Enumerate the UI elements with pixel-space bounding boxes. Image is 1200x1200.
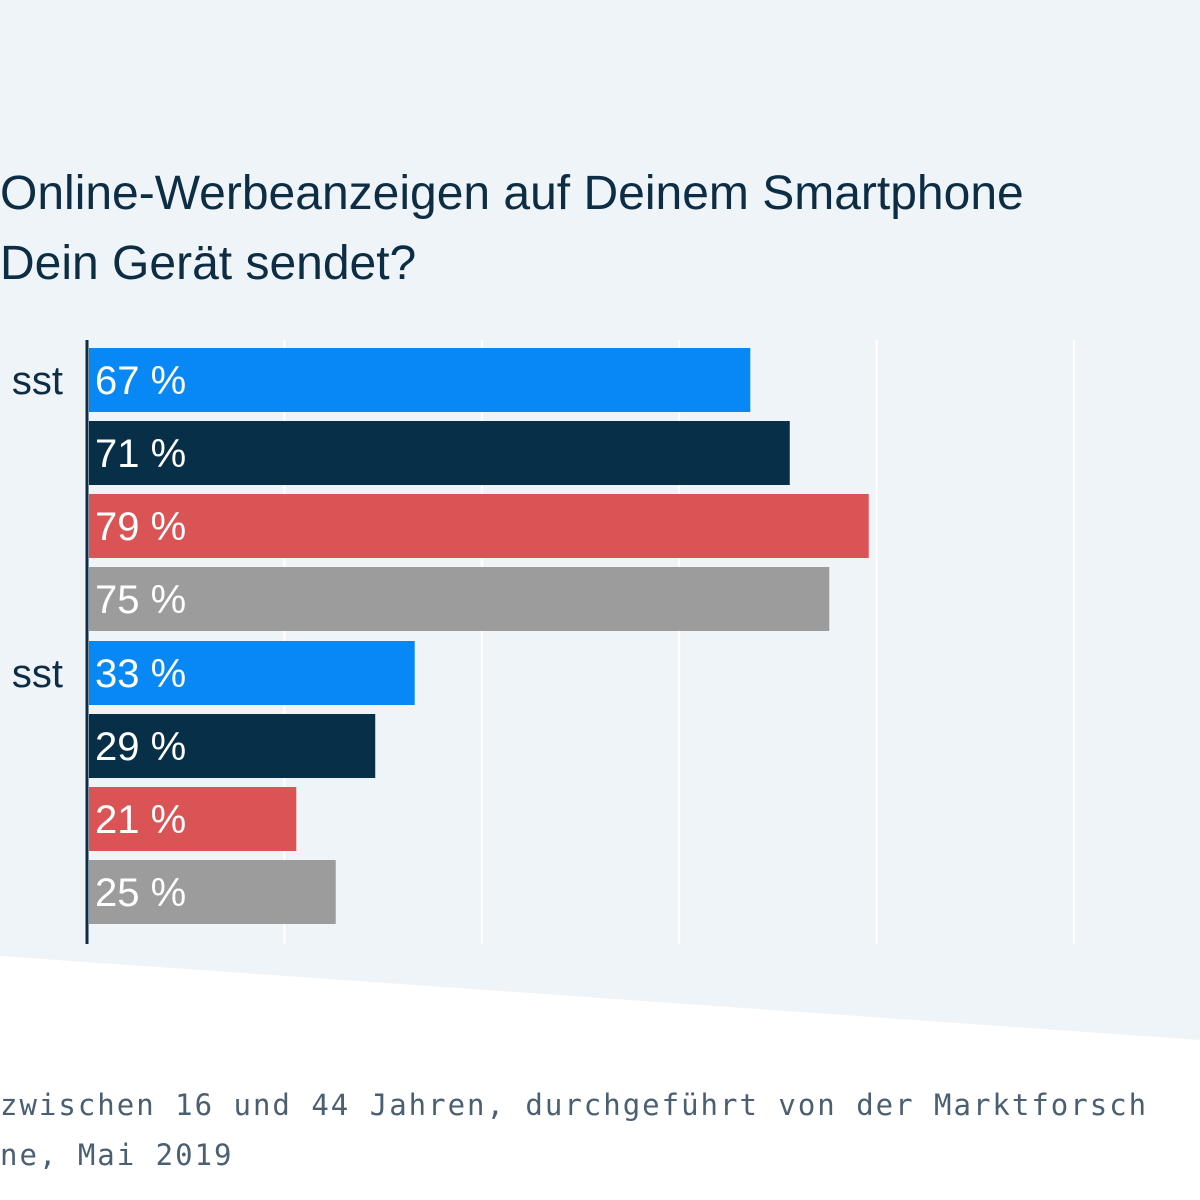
data-label: 75 %	[95, 578, 186, 622]
data-label: 25 %	[95, 871, 186, 915]
data-label: 79 %	[95, 505, 186, 549]
bar	[89, 860, 336, 924]
category-label: sst	[12, 652, 63, 696]
bar	[89, 567, 830, 631]
bars-layer	[89, 348, 869, 924]
bar	[89, 641, 415, 705]
chart-title-line-1: Online-Werbeanzeigen auf Deinem Smartpho…	[0, 167, 1024, 220]
data-label: 67 %	[95, 359, 186, 403]
category-label: sst	[12, 359, 63, 403]
bar	[89, 714, 376, 778]
bar	[89, 494, 869, 558]
bar-chart: 67 % 71 % 79 % 75 % sst 33 % 29 % 21 % 25 % sst	[11, 340, 869, 944]
labels-layer: 67 % 71 % 79 % 75 % sst 33 % 29 % 21 % 25 % sst	[12, 359, 186, 915]
bar	[89, 787, 297, 851]
source-note-line-2: ne, Mai 2019	[0, 1138, 234, 1172]
data-label: 33 %	[95, 652, 186, 696]
chart-title-line-2: Dein Gerät sendet?	[0, 237, 417, 290]
bar	[89, 348, 751, 412]
data-label: 71 %	[95, 432, 186, 476]
data-label: 29 %	[95, 725, 186, 769]
bar	[89, 421, 790, 485]
data-label: 21 %	[95, 798, 186, 842]
source-note-line-1: zwischen 16 und 44 Jahren, durchgeführt …	[0, 1088, 1149, 1122]
